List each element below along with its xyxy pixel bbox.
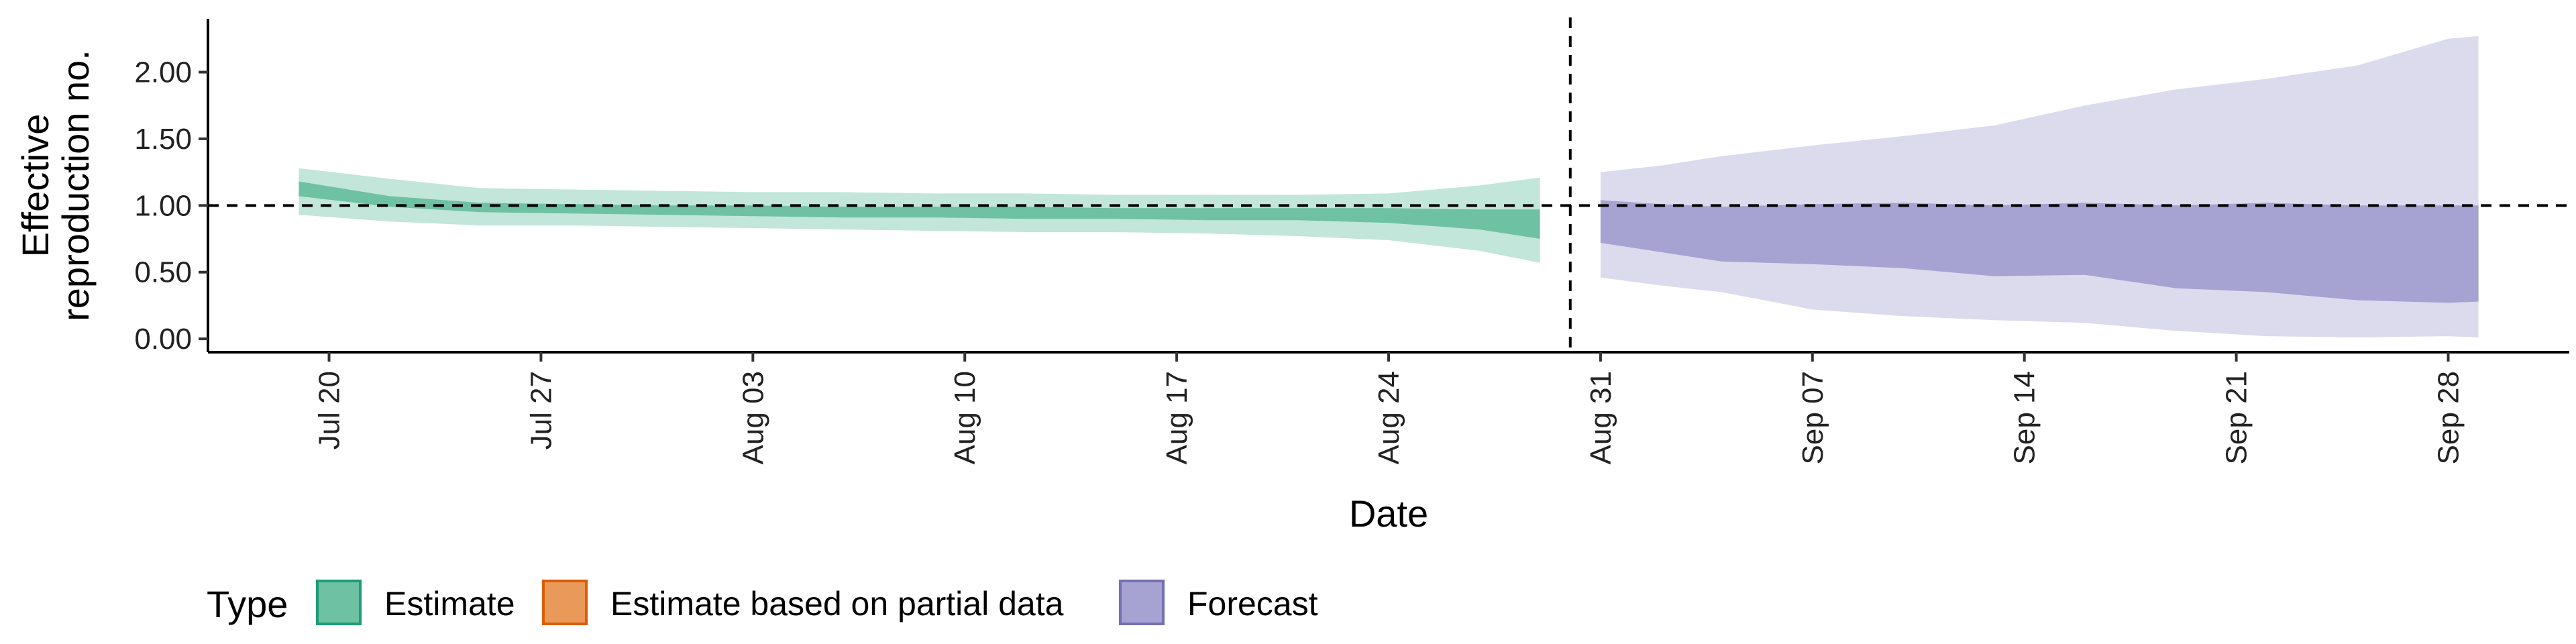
y-axis-title-line: reproduction no. bbox=[54, 50, 97, 321]
x-tick-label: Jul 20 bbox=[313, 371, 346, 449]
y-tick-label: 0.00 bbox=[134, 323, 192, 356]
y-tick-label: 2.00 bbox=[134, 56, 192, 89]
ribbon-layer bbox=[299, 36, 2479, 338]
y-axis-title-line: Effective bbox=[14, 114, 56, 258]
legend-label: Estimate based on partial data bbox=[610, 585, 1064, 623]
x-tick-label: Sep 07 bbox=[1796, 371, 1829, 464]
estimate-50-interval-band bbox=[299, 181, 1540, 239]
x-tick-label: Sep 28 bbox=[2432, 371, 2465, 464]
x-tick-label: Aug 24 bbox=[1373, 371, 1405, 464]
legend: Type Estimate Estimate based on partial da… bbox=[207, 580, 1318, 625]
forecast-50-interval-band bbox=[1600, 200, 2479, 303]
y-tick-label: 0.50 bbox=[134, 256, 192, 289]
legend-label: Estimate bbox=[384, 585, 515, 623]
x-tick-label: Aug 31 bbox=[1585, 371, 1617, 464]
x-tick-label: Sep 14 bbox=[2008, 371, 2041, 464]
x-axis-title: Date bbox=[1349, 492, 1428, 535]
x-tick-label: Aug 03 bbox=[737, 371, 769, 464]
x-tick-label: Sep 21 bbox=[2220, 371, 2253, 464]
legend-key-estimate-based-on-partial-data bbox=[542, 580, 588, 625]
axes: 0.00 0.50 1.00 1.50 2.00 Jul 20 Jul 27 Aug 03 Au… bbox=[134, 19, 2569, 464]
legend-key-forecast bbox=[1119, 580, 1165, 625]
x-tick-label: Jul 27 bbox=[525, 371, 557, 449]
x-tick-label: Aug 10 bbox=[949, 371, 981, 464]
legend-title: Type bbox=[207, 583, 288, 625]
legend-label: Forecast bbox=[1187, 585, 1318, 623]
y-tick-label: 1.50 bbox=[134, 123, 192, 156]
x-tick-label: Aug 17 bbox=[1161, 371, 1193, 464]
y-tick-label: 1.00 bbox=[134, 189, 192, 222]
legend-key-estimate bbox=[316, 580, 362, 625]
